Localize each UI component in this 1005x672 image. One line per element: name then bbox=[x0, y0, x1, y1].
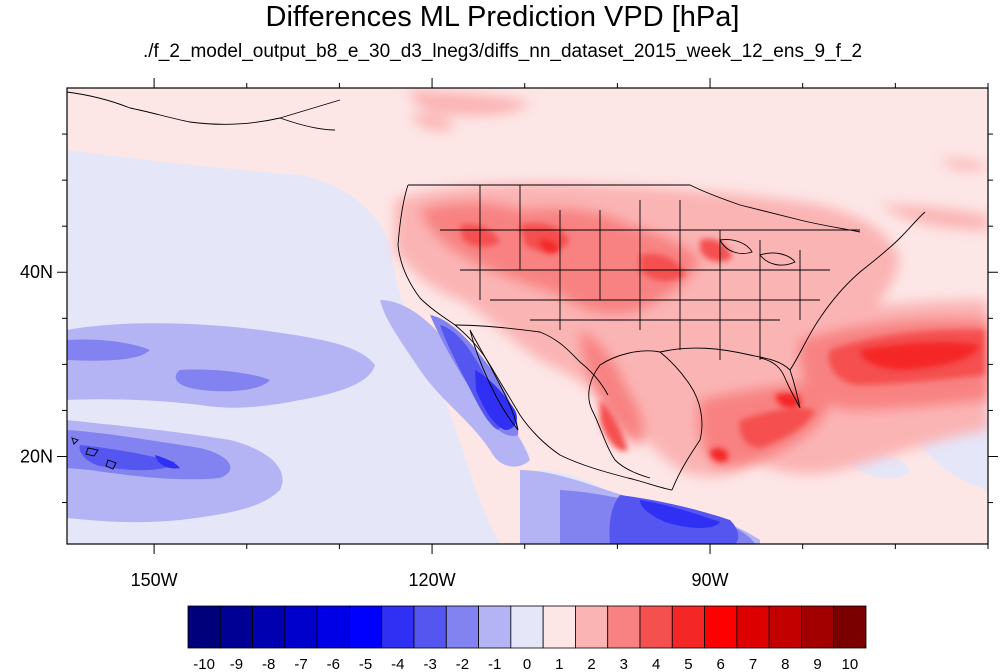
colorbar-swatch bbox=[187, 605, 221, 649]
colorbar-label: 8 bbox=[781, 656, 789, 672]
colorbar-label: -3 bbox=[423, 656, 436, 672]
axis-ticks bbox=[57, 78, 998, 554]
colorbar-swatch bbox=[575, 605, 609, 649]
colorbar-swatch bbox=[381, 605, 415, 649]
colorbar-label: 9 bbox=[813, 656, 821, 672]
colorbar-swatch bbox=[671, 605, 705, 649]
lat-tick-label: 40N bbox=[20, 262, 53, 282]
colorbar-swatch bbox=[316, 605, 350, 649]
colorbar-swatch bbox=[801, 605, 835, 649]
colorbar-swatch bbox=[639, 605, 673, 649]
axis-labels: 150W 120W 90W 40N 20N bbox=[20, 262, 729, 590]
contour-field bbox=[67, 88, 988, 544]
colorbar-label: 6 bbox=[717, 656, 725, 672]
colorbar-label: -2 bbox=[456, 656, 469, 672]
colorbar-label: -9 bbox=[230, 656, 243, 672]
map-title: Differences ML Prediction VPD [hPa] bbox=[265, 1, 740, 33]
colorbar-label: 1 bbox=[555, 656, 563, 672]
colorbar-label: 10 bbox=[842, 656, 859, 672]
colorbar-swatch bbox=[736, 605, 770, 649]
colorbar-label: 3 bbox=[620, 656, 628, 672]
colorbar-swatch bbox=[219, 605, 253, 649]
colorbar-label: -1 bbox=[488, 656, 501, 672]
colorbar-label: 5 bbox=[684, 656, 692, 672]
colorbar-label: -6 bbox=[327, 656, 340, 672]
lat-tick-label: 20N bbox=[20, 446, 53, 466]
plot-frame bbox=[66, 87, 989, 545]
colorbar-swatch bbox=[768, 605, 802, 649]
colorbar-label: 7 bbox=[749, 656, 757, 672]
lon-tick-label: 120W bbox=[409, 570, 456, 590]
map-subtitle: ./f_2_model_output_b8_e_30_d3_lneg3/diff… bbox=[142, 41, 863, 62]
colorbar-label: 2 bbox=[587, 656, 595, 672]
colorbar-label: -10 bbox=[193, 656, 215, 672]
colorbar: -10 -9 -8 -7 -6 -5 -4 -3 -2 -1 0 1 2 3 4 5 6 7 8 9 10 bbox=[187, 605, 867, 672]
colorbar-label: -4 bbox=[391, 656, 404, 672]
pacific-negative-band bbox=[67, 323, 375, 408]
colorbar-label: 4 bbox=[652, 656, 660, 672]
colorbar-swatch bbox=[478, 605, 512, 649]
colorbar-label: 0 bbox=[523, 656, 531, 672]
colorbar-swatch bbox=[252, 605, 286, 649]
colorbar-swatch bbox=[349, 605, 383, 649]
colorbar-label: -5 bbox=[359, 656, 372, 672]
colorbar-swatch bbox=[413, 605, 447, 649]
colorbar-swatch bbox=[284, 605, 318, 649]
lon-tick-label: 90W bbox=[692, 570, 729, 590]
colorbar-swatch bbox=[833, 605, 867, 649]
lon-tick-label: 150W bbox=[131, 570, 178, 590]
colorbar-swatch bbox=[510, 605, 544, 649]
colorbar-swatch bbox=[542, 605, 576, 649]
colorbar-swatch bbox=[445, 605, 479, 649]
colorbar-swatch bbox=[607, 605, 641, 649]
colorbar-swatch bbox=[704, 605, 738, 649]
colorbar-label: -8 bbox=[262, 656, 275, 672]
coastlines-and-borders bbox=[67, 91, 926, 491]
colorbar-label: -7 bbox=[294, 656, 307, 672]
